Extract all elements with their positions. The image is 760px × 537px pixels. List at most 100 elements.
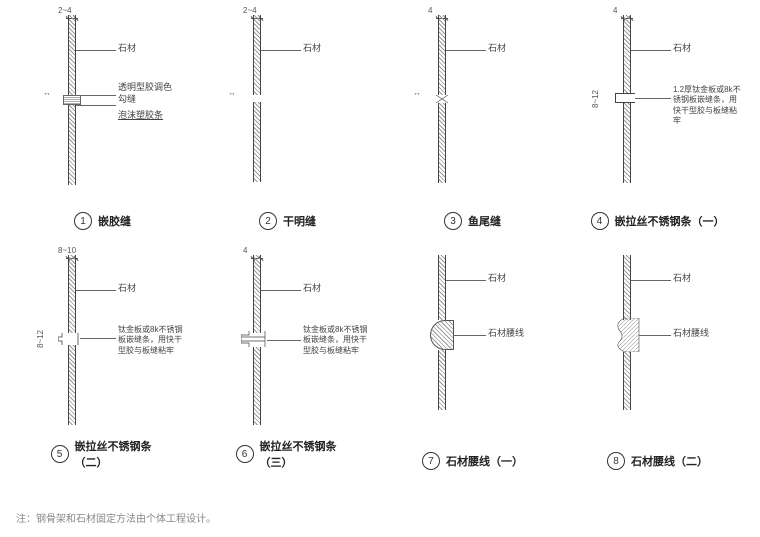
diagram-3: 4 石材 ↕	[388, 10, 557, 208]
label-stone: 石材	[488, 43, 506, 55]
detail-title-2: 干明缝	[283, 213, 316, 229]
leader	[267, 340, 301, 341]
leader	[76, 105, 116, 106]
caption-row-7: 7 石材腰线（一）	[422, 452, 523, 470]
fishtail-joint	[436, 95, 448, 103]
stone-upper	[253, 15, 261, 95]
leader	[454, 335, 486, 336]
label-ann: 石材腰线	[488, 328, 524, 340]
detail-number-7: 7	[422, 452, 440, 470]
leader	[635, 98, 671, 99]
detail-number-4: 4	[591, 212, 609, 230]
stone-upper	[68, 255, 76, 333]
detail-title-6: 嵌拉丝不锈钢条（三）	[260, 438, 340, 470]
stone-upper	[623, 15, 631, 93]
caption-row-8: 8 石材腰线（二）	[607, 452, 708, 470]
detail-cell-7: 石材 石材腰线 7 石材腰线（一）	[380, 250, 565, 490]
detail-number-3: 3	[444, 212, 462, 230]
label-ann: 钛金板或8k不锈钢板嵌缝条，用快干型胶与板缝粘牢	[118, 325, 188, 356]
ss-strip-2	[58, 333, 82, 345]
leader	[76, 50, 116, 51]
stone-upper	[438, 15, 446, 95]
dim-top-5: 8~10	[58, 246, 76, 255]
caption-row-2: 2 干明缝	[259, 212, 316, 230]
stone-lower	[623, 352, 631, 410]
leader	[76, 290, 116, 291]
leader	[80, 338, 116, 339]
label-ann: 1.2厚钛金板或8k不锈钢板嵌缝条，用快干型胶与板缝粘牢	[673, 85, 743, 127]
detail-cell-6: 4 石材 钛金板或8k不锈钢板嵌缝条，用快干型胶与板缝粘牢 6 嵌拉丝不锈钢条（…	[195, 250, 380, 490]
detail-cell-2: 2~4 石材 ↕ 2 干明缝	[195, 10, 380, 250]
diagram-2: 2~4 石材 ↕	[203, 10, 372, 208]
detail-cell-3: 4 石材 ↕ 3 鱼尾缝	[380, 10, 565, 250]
detail-title-8: 石材腰线（二）	[631, 453, 708, 469]
detail-number-5: 5	[51, 445, 69, 463]
leader	[446, 50, 486, 51]
waist-line-1	[430, 320, 454, 350]
label-ann2: 泡沫塑胶条	[118, 110, 163, 122]
dim-left: ↕	[227, 92, 236, 96]
detail-number-6: 6	[236, 445, 254, 463]
leader	[261, 290, 301, 291]
label-ann: 钛金板或8k不锈钢板嵌缝条，用快干型胶与板缝粘牢	[303, 325, 373, 356]
stone-lower	[253, 347, 261, 425]
detail-title-5: 嵌拉丝不锈钢条（二）	[75, 438, 155, 470]
footnote: 注：钢骨架和石材固定方法由个体工程设计。	[16, 510, 216, 525]
ss-strip-3	[241, 331, 269, 347]
dim-left: ↕	[42, 92, 51, 96]
detail-title-4: 嵌拉丝不锈钢条（一）	[615, 213, 725, 229]
stone-lower	[623, 103, 631, 183]
leader	[631, 280, 671, 281]
diagram-grid: 2~4 石材 透明型胶调色勾缝 泡沫塑胶条 ↕ 1 嵌胶缝 2~4 石材 ↕	[0, 0, 760, 490]
stone-lower	[68, 345, 76, 425]
caption-row-6: 6 嵌拉丝不锈钢条（三）	[236, 438, 340, 470]
leader	[446, 280, 486, 281]
label-stone: 石材	[673, 273, 691, 285]
diagram-5: 8~10 8~12 石材 钛金板或8k不锈钢板嵌缝条，用快干型胶与板缝粘牢	[18, 250, 187, 434]
stone-upper	[253, 255, 261, 333]
label-ann: 石材腰线	[673, 328, 709, 340]
ss-strip	[615, 93, 635, 103]
label-stone: 石材	[118, 283, 136, 295]
dim-top-1: 2~4	[58, 6, 72, 15]
caption-row-4: 4 嵌拉丝不锈钢条（一）	[591, 212, 725, 230]
stone-lower	[438, 103, 446, 183]
detail-title-1: 嵌胶缝	[98, 213, 131, 229]
stone-upper	[623, 255, 631, 320]
dim-top-3: 4	[428, 6, 432, 15]
stone-lower	[253, 102, 261, 182]
diagram-7: 石材 石材腰线	[388, 250, 557, 448]
dim-left-5: 8~12	[36, 330, 45, 348]
dim-left: ↕	[412, 92, 421, 96]
detail-cell-5: 8~10 8~12 石材 钛金板或8k不锈钢板嵌缝条，用快干型胶与板缝粘牢 5 …	[10, 250, 195, 490]
detail-title-3: 鱼尾缝	[468, 213, 501, 229]
detail-number-1: 1	[74, 212, 92, 230]
label-stone: 石材	[673, 43, 691, 55]
dim-top-4: 4	[613, 6, 617, 15]
leader	[261, 50, 301, 51]
detail-number-8: 8	[607, 452, 625, 470]
label-ann1: 透明型胶调色勾缝	[118, 82, 178, 105]
caption-row-5: 5 嵌拉丝不锈钢条（二）	[51, 438, 155, 470]
dim-top-2: 2~4	[243, 6, 257, 15]
diagram-8: 石材 石材腰线	[573, 250, 742, 448]
label-stone: 石材	[303, 283, 321, 295]
dim-top-6: 4	[243, 246, 247, 255]
sealant-joint	[63, 95, 81, 105]
detail-cell-4: 4 8~12 石材 1.2厚钛金板或8k不锈钢板嵌缝条，用快干型胶与板缝粘牢 4…	[565, 10, 750, 250]
label-stone: 石材	[303, 43, 321, 55]
diagram-6: 4 石材 钛金板或8k不锈钢板嵌缝条，用快干型胶与板缝粘牢	[203, 250, 372, 434]
stone-upper	[438, 255, 446, 320]
leader	[631, 50, 671, 51]
detail-title-7: 石材腰线（一）	[446, 453, 523, 469]
diagram-1: 2~4 石材 透明型胶调色勾缝 泡沫塑胶条 ↕	[18, 10, 187, 208]
caption-row-1: 1 嵌胶缝	[74, 212, 131, 230]
leader	[639, 335, 671, 336]
stone-lower	[438, 350, 446, 410]
label-stone: 石材	[488, 273, 506, 285]
caption-row-3: 3 鱼尾缝	[444, 212, 501, 230]
detail-cell-8: 石材 石材腰线 8 石材腰线（二）	[565, 250, 750, 490]
dim-left-4: 8~12	[591, 90, 600, 108]
detail-cell-1: 2~4 石材 透明型胶调色勾缝 泡沫塑胶条 ↕ 1 嵌胶缝	[10, 10, 195, 250]
detail-number-2: 2	[259, 212, 277, 230]
